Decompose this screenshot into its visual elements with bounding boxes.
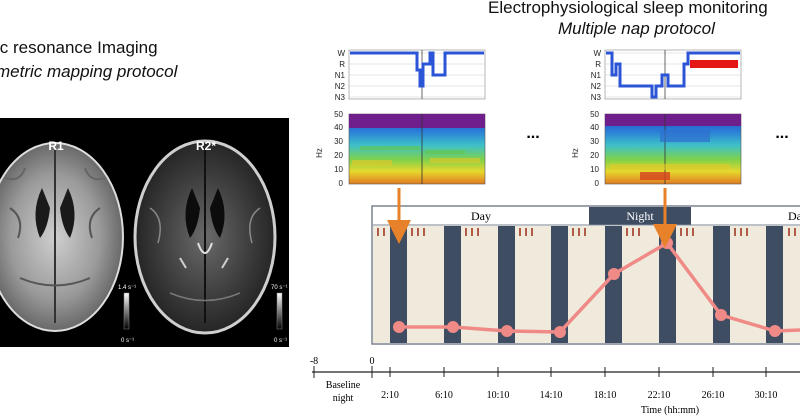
baseline-label-2: night — [333, 393, 354, 404]
time-label: 10:10 — [487, 390, 510, 401]
r2star-brain-image — [133, 139, 277, 335]
stage-label: R — [339, 60, 345, 69]
freq-tick: 20 — [334, 151, 343, 160]
freq-tick: 10 — [334, 165, 343, 174]
marker-ticks — [377, 228, 796, 236]
r2star-scale-min: 0 s⁻¹ — [274, 338, 287, 344]
time-label: 22:10 — [648, 390, 671, 401]
freq-tick: 30 — [590, 137, 599, 146]
freq-tick: 40 — [334, 123, 343, 132]
stage-label: N1 — [591, 71, 602, 80]
r2star-label: R2* — [196, 139, 216, 153]
freq-axis-label: Hz — [571, 148, 580, 158]
night-label: Night — [626, 209, 654, 223]
mri-subtitle: metric mapping protocol — [0, 62, 178, 81]
eeg-subtitle: Multiple nap protocol — [558, 19, 715, 38]
spectrogram-2: 50 40 30 20 10 0 Hz — [571, 110, 742, 188]
nap-bands — [390, 226, 783, 343]
stage-label: N2 — [591, 82, 602, 91]
stage-label: W — [337, 49, 345, 58]
r1-label: R1 — [48, 139, 64, 153]
protocol-panel: Day Night Da — [371, 205, 800, 345]
r1-scale-max: 1.4 s⁻¹ — [118, 285, 136, 291]
freq-tick: 20 — [590, 151, 599, 160]
mri-panel: R1 1.4 s⁻¹ 0 s⁻¹ R2* 70 s⁻¹ 0 s⁻¹ — [0, 118, 289, 347]
spectrogram-1: 50 40 30 20 10 0 Hz — [315, 110, 486, 188]
freq-tick: 30 — [334, 137, 343, 146]
time-axis-label: Time (hh:mm) — [641, 405, 699, 416]
day-label-right: Da — [788, 209, 800, 223]
stage-label: N1 — [335, 71, 346, 80]
freq-tick: 10 — [590, 165, 599, 174]
freq-axis-label: Hz — [315, 148, 324, 158]
r2star-scale-max: 70 s⁻¹ — [271, 285, 288, 291]
freq-tick: 50 — [334, 110, 343, 119]
freq-tick: 50 — [590, 110, 599, 119]
ellipsis: ... — [775, 125, 788, 142]
r1-brain-image — [0, 142, 124, 332]
tick-label: -8 — [310, 356, 318, 367]
ellipsis: ... — [526, 125, 539, 142]
time-label: 26:10 — [702, 390, 725, 401]
stage-label: N2 — [335, 82, 346, 91]
tick-label: 0 — [370, 356, 375, 367]
time-label: 18:10 — [594, 390, 617, 401]
stage-label: N3 — [335, 93, 346, 102]
hypnogram-1: W R N1 N2 N3 — [335, 49, 486, 102]
time-label: 30:10 — [755, 390, 778, 401]
r1-colorbar — [123, 292, 130, 330]
eeg-title: Electrophysiological sleep monitoring — [488, 0, 768, 17]
mri-title: ic resonance Imaging — [0, 38, 158, 57]
time-label: 14:10 — [540, 390, 563, 401]
baseline-label-1: Baseline — [326, 380, 361, 391]
day-label: Day — [471, 209, 491, 223]
hypnogram-2: W R N1 N2 N3 — [591, 49, 742, 102]
stage-label: N3 — [591, 93, 602, 102]
r2star-colorbar — [276, 292, 283, 330]
freq-tick: 0 — [339, 179, 344, 188]
timeline-axis: -8 0 Baseline night 2:10 6:10 10:10 14:1… — [310, 356, 800, 416]
mri-maps: R1 1.4 s⁻¹ 0 s⁻¹ R2* 70 s⁻¹ 0 s⁻¹ — [0, 139, 288, 344]
stage-label: R — [595, 60, 601, 69]
time-label: 2:10 — [381, 390, 399, 401]
freq-tick: 0 — [595, 179, 600, 188]
freq-tick: 40 — [590, 123, 599, 132]
time-label: 6:10 — [435, 390, 453, 401]
stage-label: W — [593, 49, 601, 58]
r1-scale-min: 0 s⁻¹ — [121, 338, 134, 344]
